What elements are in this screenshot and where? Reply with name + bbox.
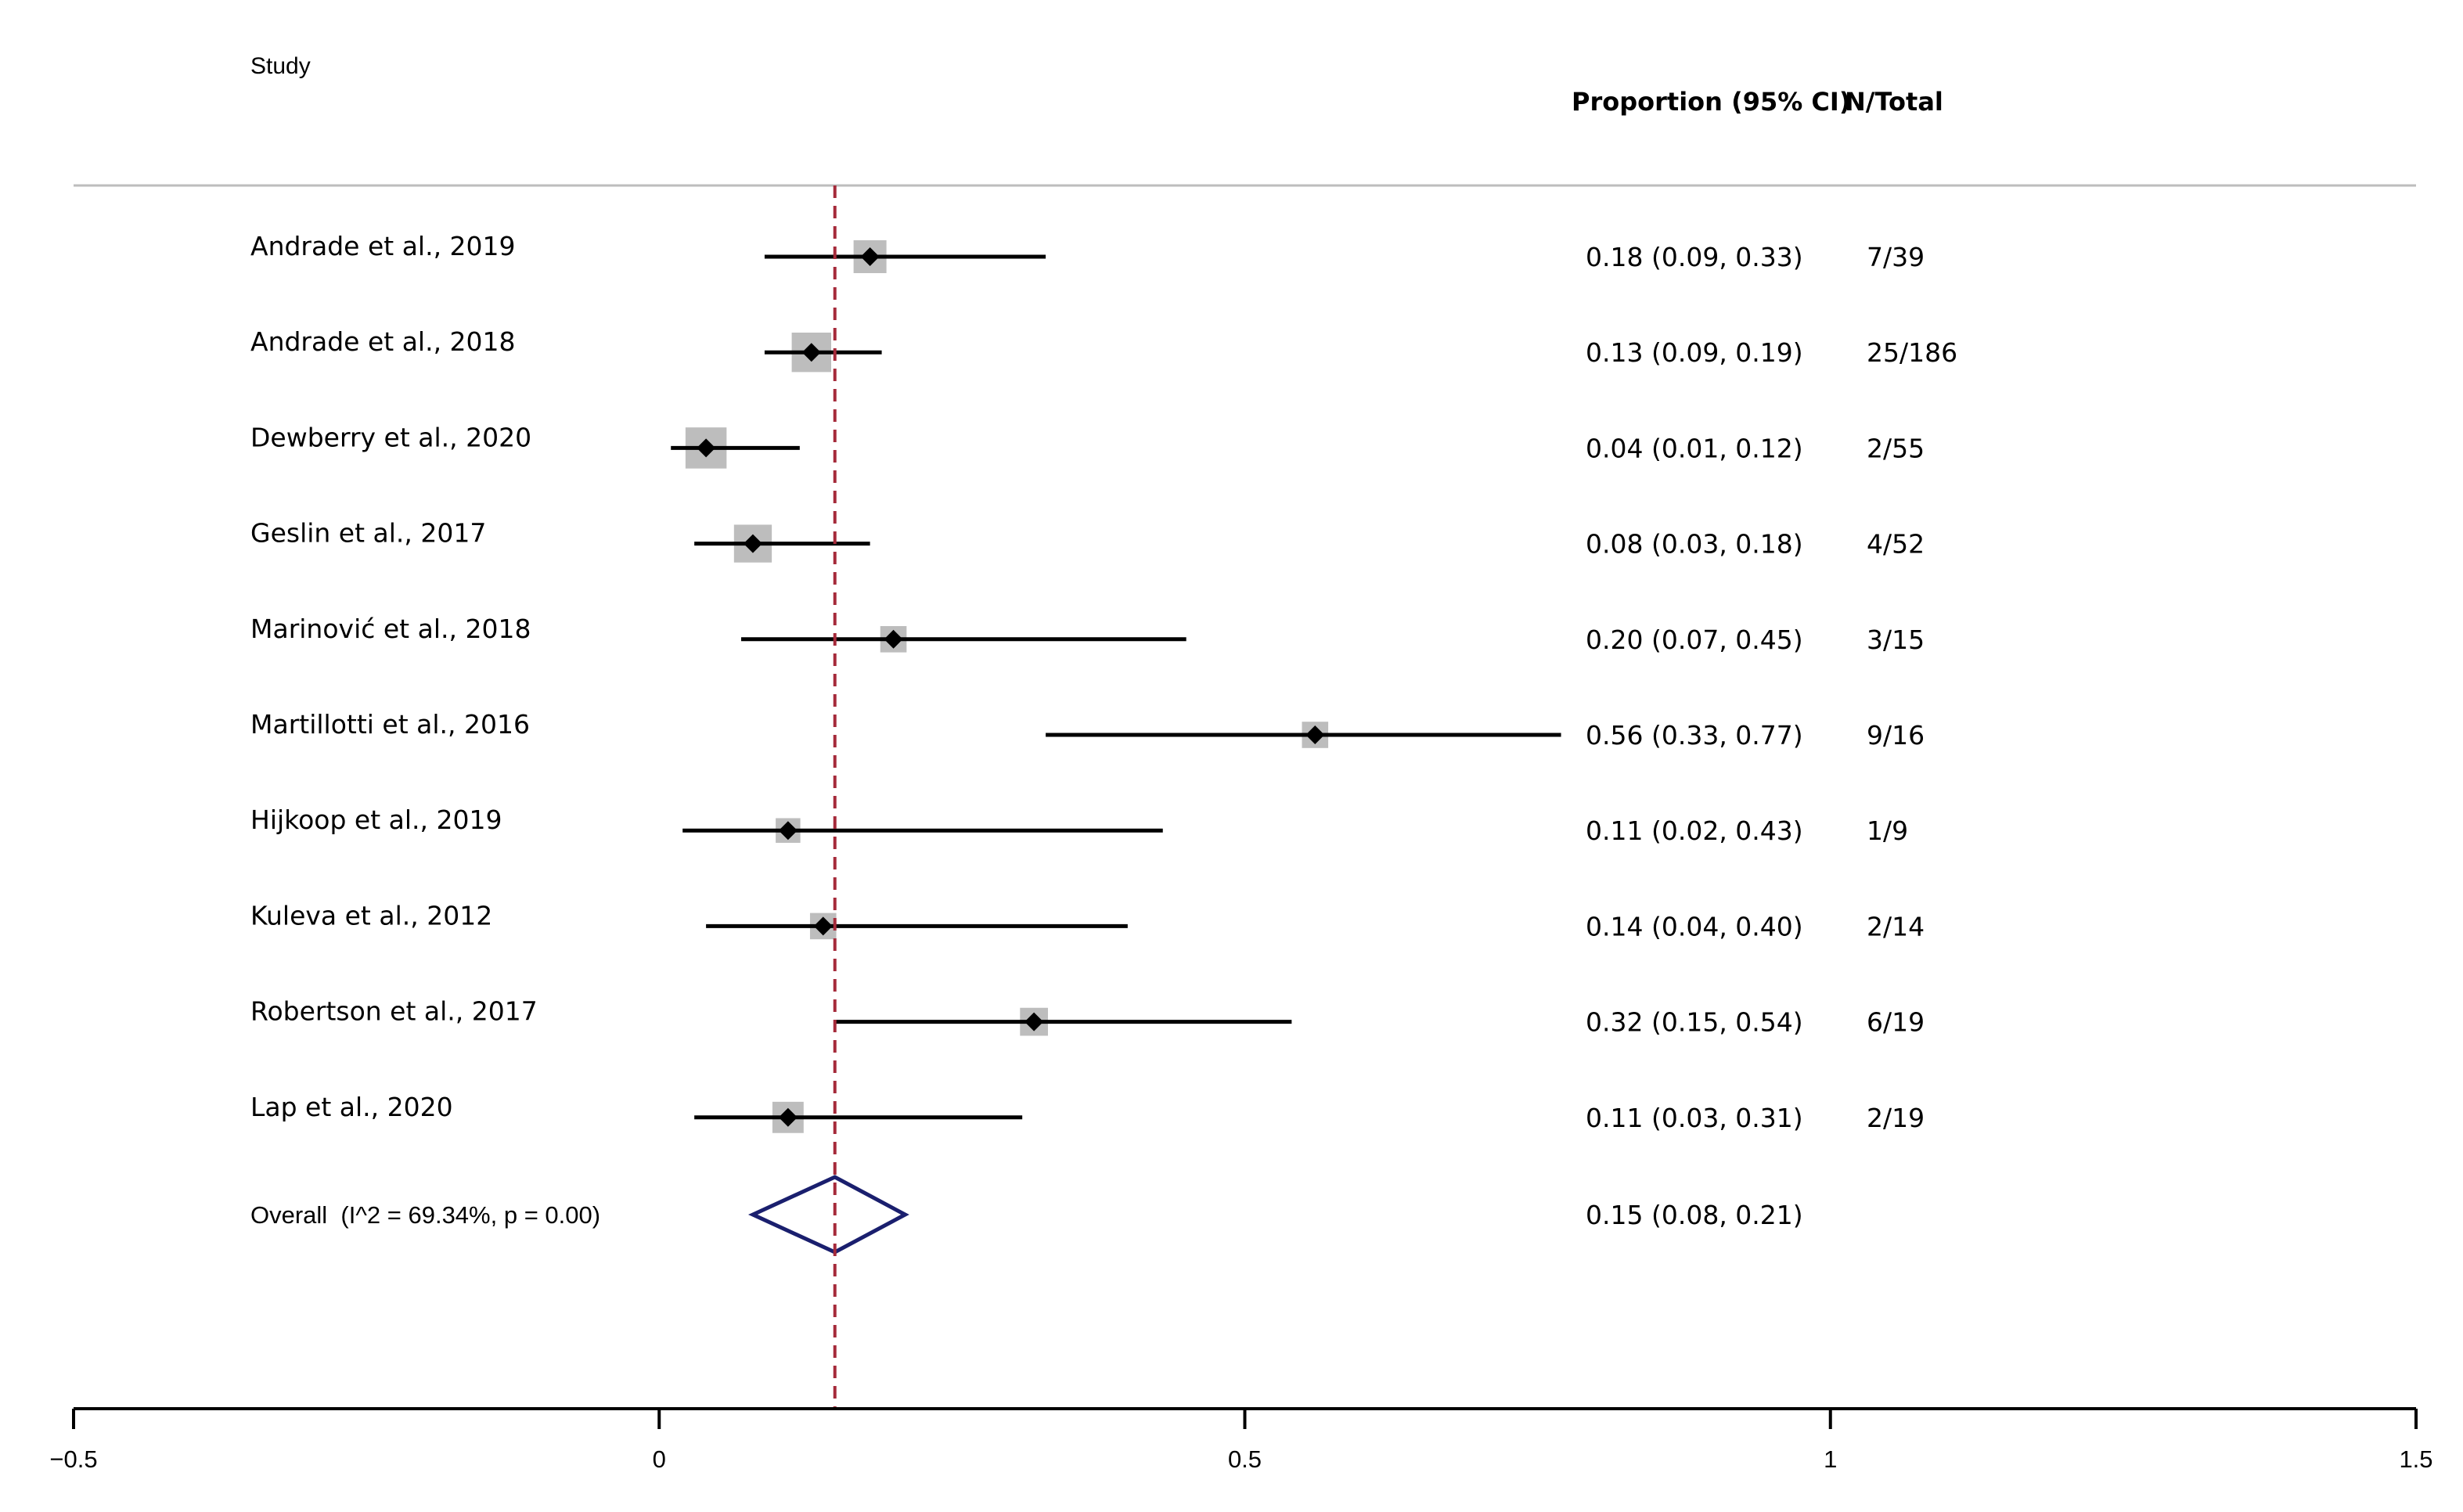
x-tick-label: 0 [653,1445,666,1473]
x-tick-label: 0.5 [1228,1445,1262,1473]
study-name: Lap et al., 2020 [250,1092,453,1122]
point-estimate [801,343,821,362]
study-name: Andrade et al., 2018 [250,326,516,357]
ci-text: 0.11 (0.03, 0.31) [1586,1103,1803,1133]
study-name: Geslin et al., 2017 [250,518,486,549]
n-total: 2/14 [1867,911,1925,941]
study-row: Marinović et al., 2018 0.20 (0.07, 0.45) 3… [250,614,1925,655]
x-tick-label: 1.5 [2399,1445,2432,1473]
study-row: Dewberry et al., 2020 0.04 (0.01, 0.12) 2/… [250,422,1925,469]
study-name: Hijkoop et al., 2019 [250,805,502,835]
point-estimate [860,247,880,266]
n-total: 25/186 [1867,337,1957,368]
study-row: Hijkoop et al., 2019 0.11 (0.02, 0.43) 1/9 [250,805,1908,846]
header-proportion: Proportion (95% CI) [1572,87,1850,117]
point-estimate [813,916,833,936]
n-total: 7/39 [1867,242,1925,272]
study-name: Andrade et al., 2019 [250,231,516,261]
study-rows: Andrade et al., 2019 0.18 (0.09, 0.33) 7/3… [250,231,1957,1133]
overall-label: Overall (I^2 = 69.34%, p = 0.00) [250,1201,600,1229]
overall-ci-text: 0.15 (0.08, 0.21) [1586,1200,1803,1230]
overall-row: Overall (I^2 = 69.34%, p = 0.00) 0.15 (0.… [250,1175,1803,1255]
n-total: 6/19 [1867,1007,1925,1038]
ci-text: 0.13 (0.09, 0.19) [1586,337,1803,368]
header-study: Study [250,53,311,79]
ci-text: 0.32 (0.15, 0.54) [1586,1007,1803,1038]
x-tick-label: 1 [1824,1445,1837,1473]
ci-text: 0.20 (0.07, 0.45) [1586,625,1803,655]
study-name: Martillotti et al., 2016 [250,709,530,740]
study-row: Lap et al., 2020 0.11 (0.03, 0.31) 2/19 [250,1092,1925,1133]
x-axis: −0.5 0 0.5 1 1.5 [49,1407,2433,1473]
study-name: Robertson et al., 2017 [250,996,538,1027]
n-total: 9/16 [1867,720,1925,751]
ci-text: 0.14 (0.04, 0.40) [1586,911,1803,941]
study-name: Kuleva et al., 2012 [250,900,492,931]
ci-text: 0.11 (0.02, 0.43) [1586,815,1803,846]
study-row: Andrade et al., 2019 0.18 (0.09, 0.33) 7/3… [250,231,1925,273]
point-estimate [1305,725,1325,744]
study-row: Martillotti et al., 2016 0.56 (0.33, 0.77… [250,709,1925,751]
n-total: 2/55 [1867,433,1925,463]
study-name: Dewberry et al., 2020 [250,422,531,452]
study-row: Kuleva et al., 2012 0.14 (0.04, 0.40) 2/14 [250,900,1925,941]
point-estimate [884,629,903,649]
header-n-total: N/Total [1845,87,1943,117]
x-tick-label: −0.5 [49,1445,97,1473]
overall-diamond [747,1175,909,1255]
study-row: Robertson et al., 2017 0.32 (0.15, 0.54) 6… [250,996,1925,1038]
n-total: 1/9 [1867,815,1908,846]
point-estimate [743,534,762,553]
n-total: 3/15 [1867,625,1925,655]
ci-text: 0.18 (0.09, 0.33) [1586,242,1803,272]
study-row: Andrade et al., 2018 0.13 (0.09, 0.19) 25/… [250,326,1957,373]
study-row: Geslin et al., 2017 0.08 (0.03, 0.18) 4/52 [250,518,1925,563]
point-estimate [1024,1012,1044,1031]
study-name: Marinović et al., 2018 [250,614,531,644]
n-total: 2/19 [1867,1103,1925,1133]
point-estimate [697,438,716,458]
ci-text: 0.08 (0.03, 0.18) [1586,529,1803,560]
n-total: 4/52 [1867,529,1925,560]
ci-text: 0.04 (0.01, 0.12) [1586,433,1803,463]
point-estimate [778,1107,798,1127]
ci-text: 0.56 (0.33, 0.77) [1586,720,1803,751]
point-estimate [778,821,798,841]
